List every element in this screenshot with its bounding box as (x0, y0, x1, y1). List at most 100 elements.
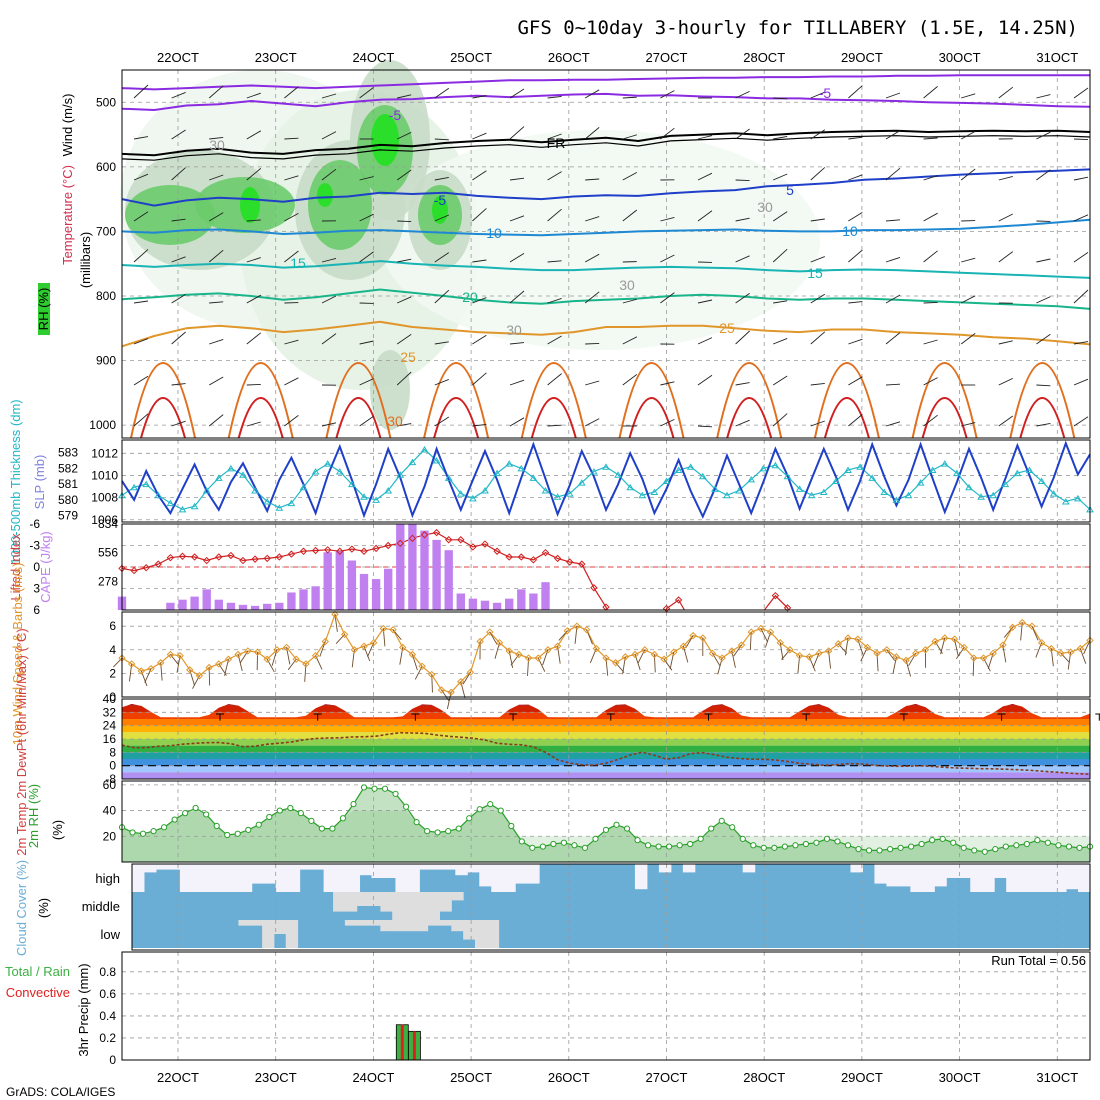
isotherm-30-line (227, 362, 294, 439)
isotherm-line (121, 135, 1091, 161)
thickness-marker (481, 486, 489, 494)
wind-barb (660, 292, 675, 304)
chart-title: GFS 0~10day 3-hourly for TILLABERY (1.5E… (517, 17, 1078, 39)
cloud-clear-block (634, 864, 648, 890)
wind-barb (171, 167, 186, 181)
thickness-marker (723, 491, 731, 499)
wind-barb (923, 414, 938, 427)
lifted-index-marker (336, 547, 344, 555)
cloud-clear-block (404, 892, 417, 920)
contour-label: 30 (209, 137, 225, 153)
wind-barb (397, 296, 412, 304)
cloud-ylabel: Cloud Cover (%) (14, 860, 29, 956)
cape-bar (492, 602, 502, 610)
lifted-index-marker (493, 547, 501, 555)
wind-speed-marker (224, 655, 233, 663)
cloud-clear-block (191, 864, 205, 892)
wind-speed-marker (1066, 648, 1075, 656)
wind-barb (585, 178, 600, 181)
rh-marker (687, 840, 694, 848)
cloud-clear-block (934, 864, 947, 887)
wind-speed-marker (1028, 622, 1036, 630)
precip-y-tick: 0.6 (99, 987, 116, 1001)
wind-barb (848, 414, 863, 427)
cloud-clear-block (359, 864, 372, 876)
isotherm-35-line (1019, 397, 1066, 439)
cape-bar (335, 551, 344, 610)
rh-marker (971, 847, 978, 854)
wind-barb (622, 134, 637, 140)
thickness-marker (844, 466, 852, 473)
temperature-band (122, 725, 1090, 733)
wind-barb (359, 415, 374, 427)
wind-barb (773, 300, 788, 304)
lifted-index-marker (227, 551, 235, 560)
x-tick-label-top: 25OCT (450, 50, 492, 65)
rh-marker (918, 840, 925, 848)
wind-barb (585, 342, 600, 345)
wind-barb (547, 373, 562, 386)
wind-speed-marker (157, 659, 165, 667)
contour-label: 15 (290, 255, 306, 271)
rh-y-tick: 60 (103, 778, 117, 792)
thickness-marker (263, 498, 272, 505)
wind-speed-marker (582, 626, 591, 634)
wind-speed-marker (466, 668, 475, 676)
x-tick-label-bottom: 24OCT (352, 1070, 394, 1085)
temperature-band (122, 704, 1090, 706)
lifted-index-marker (287, 550, 296, 558)
x-tick-label-bottom: 30OCT (939, 1070, 981, 1085)
sounding-ylabel-rh: RH (%) (36, 288, 51, 331)
lifted-index-marker (396, 539, 405, 548)
contour-label: 5 (786, 182, 794, 198)
isotherm-30-line (325, 362, 392, 439)
wind-barb (246, 168, 262, 181)
thickness-y-tick: 579 (58, 509, 78, 523)
wind-speed-marker (447, 688, 455, 696)
rh-marker (792, 842, 799, 849)
cape-bar (505, 598, 514, 610)
wind-barb (472, 259, 487, 263)
isotherm-30-line (130, 362, 196, 439)
thickness-marker (892, 496, 901, 503)
wind-barb (848, 212, 863, 222)
cloud-clear-block (380, 920, 393, 932)
li-y-tick: 6 (33, 603, 40, 617)
thickness-marker (904, 491, 913, 499)
wind-barb (772, 375, 788, 386)
thickness-marker (372, 496, 380, 503)
thickness-marker (469, 494, 477, 502)
cloud-clear-block (910, 864, 923, 892)
wind-barb (735, 293, 750, 304)
cloud-clear-block (455, 864, 468, 876)
cloud-ylabel-unit: (%) (36, 898, 51, 918)
thickness-marker (880, 488, 889, 496)
isotherm-30-line (618, 362, 685, 439)
rh-marker (844, 842, 852, 849)
thickness-marker (1074, 494, 1082, 502)
lifted-index-marker (275, 553, 284, 561)
isotherm-line (121, 74, 1090, 91)
lifted-index-marker (517, 553, 526, 561)
rh-marker (1076, 844, 1083, 851)
cape-bar (347, 560, 357, 610)
rh-marker (518, 838, 525, 845)
rh-ylabel-unit: (%) (50, 820, 65, 840)
cloud-clear-block (371, 864, 384, 878)
rh-marker (318, 825, 326, 832)
contour-label: 15 (807, 265, 823, 281)
contour-label: 30 (619, 277, 635, 293)
li-y-tick: -6 (29, 517, 40, 531)
tick-labels: 22OCT 22OCT 23OCT 23OCT 24OCT 24OCT 25OCT 25OCT… (5, 50, 1086, 1085)
cloud-clear-block (994, 864, 1007, 878)
cape-bar (420, 530, 429, 610)
contour-label: 10 (842, 223, 858, 239)
wind-barb (998, 175, 1013, 181)
cape-y-tick: 278 (98, 574, 118, 588)
rh-marker (1002, 843, 1009, 850)
cloud-clear-block (982, 864, 995, 892)
cloud-clear-block (383, 864, 396, 878)
wind-barb (923, 86, 938, 99)
wind-barb (810, 331, 826, 345)
wind-speed-marker (873, 649, 881, 658)
